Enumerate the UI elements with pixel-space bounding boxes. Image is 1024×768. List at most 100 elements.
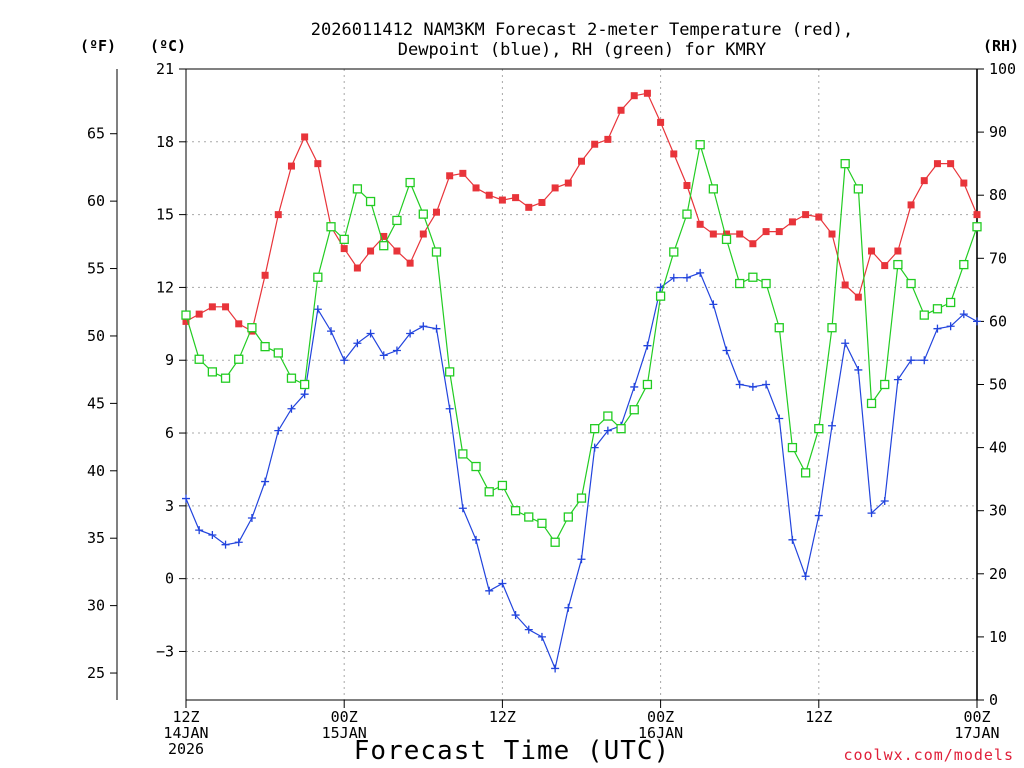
rh-point (537, 518, 547, 528)
temperature-point (617, 106, 625, 114)
rh-tick-label: 30 (989, 502, 1007, 520)
temperature-point (578, 157, 585, 165)
rh-point (220, 373, 231, 383)
temperature-point (472, 184, 480, 192)
rh-point (550, 537, 560, 547)
temperature-point (973, 211, 981, 219)
dewpoint-point (537, 632, 546, 641)
dewpoint-point (973, 317, 981, 326)
rh-tick-label: 80 (989, 186, 1007, 204)
time-tick-label: 12Z (172, 708, 199, 726)
rh-tick-label: 100 (989, 60, 1016, 78)
dewpoint-point (630, 382, 639, 391)
dewpoint-point (366, 329, 375, 338)
fahrenheit-tick-label: 25 (87, 664, 105, 682)
chart-title-line2: Dewpoint (blue), RH (green) for KMRY (398, 40, 766, 60)
series-layer (181, 89, 982, 673)
celsius-tick-label: 0 (165, 570, 174, 588)
temperature-point (670, 150, 678, 158)
rh-point (774, 323, 784, 333)
dewpoint-point (603, 426, 612, 435)
rh-point (576, 493, 587, 503)
dewpoint-point (406, 329, 415, 338)
dewpoint-point (854, 365, 863, 374)
fahrenheit-tick-label: 40 (87, 462, 105, 480)
temperature-point (498, 196, 506, 204)
rh-point (405, 177, 415, 188)
rh-tick-label: 60 (989, 312, 1007, 330)
fahrenheit-tick-label: 60 (87, 192, 105, 210)
rh-point (484, 487, 494, 497)
rh-point (510, 506, 521, 516)
dewpoint-point (946, 322, 955, 331)
celsius-tick-label: 9 (165, 351, 174, 369)
dewpoint-point (247, 513, 256, 522)
rh-point (721, 234, 732, 245)
dewpoint-point (709, 300, 718, 309)
temperature-point (446, 172, 454, 180)
rh-point (853, 184, 863, 194)
dewpoint-point (827, 421, 836, 430)
temperature-point (432, 208, 440, 216)
dewpoint-point (182, 494, 190, 503)
temperature-point (881, 262, 889, 270)
celsius-tick-label: 21 (156, 60, 174, 78)
rh-point (326, 222, 336, 232)
dewpoint-point (959, 310, 968, 319)
dewpoint-point (234, 538, 243, 547)
rh-point (339, 234, 349, 245)
dewpoint-point (432, 324, 441, 333)
celsius-tick-label: 3 (165, 497, 174, 515)
temperature-point (696, 220, 704, 228)
celsius-unit-label: (ºC) (150, 37, 186, 55)
rh-tick-label: 20 (989, 565, 1007, 583)
rh-point (959, 259, 969, 270)
rh-point (708, 184, 718, 194)
rh-point (365, 196, 376, 207)
rh-point (945, 297, 956, 308)
dewpoint-point (907, 356, 916, 365)
temperature-point (182, 317, 190, 325)
dewpoint-point (748, 382, 757, 391)
dewpoint-point (419, 322, 428, 331)
dewpoint-point (458, 504, 467, 513)
time-tick-label: 2026 (168, 740, 204, 758)
temperature-point (775, 228, 783, 236)
temperature-point (947, 160, 955, 168)
dewpoint-point (195, 526, 204, 535)
temperature-point (564, 179, 572, 187)
rh-point (207, 367, 218, 377)
dewpoint-point (353, 339, 362, 348)
rh-point (497, 480, 508, 491)
temperature-point (960, 179, 968, 187)
celsius-tick-label: 15 (156, 206, 174, 224)
temperature-point (419, 230, 427, 238)
dewpoint-point (564, 603, 573, 612)
rh-point (695, 140, 705, 150)
temperature-point (643, 89, 651, 97)
rh-point (247, 323, 257, 333)
axes: 656055504540353025211815129630−310090807… (87, 60, 1016, 758)
time-tick-label: 12Z (805, 708, 832, 726)
rh-point (787, 442, 798, 453)
dewpoint-point (841, 339, 850, 348)
x-axis-label: Forecast Time (UTC) (354, 736, 670, 766)
rh-point (972, 222, 982, 232)
temperature-point (261, 271, 269, 279)
temperature-point (406, 259, 414, 267)
dewpoint-point (327, 327, 336, 336)
temperature-point (920, 177, 928, 185)
fahrenheit-tick-label: 45 (87, 394, 105, 412)
temperature-point (749, 240, 757, 248)
temperature-point (314, 160, 322, 168)
temperature-point (723, 230, 731, 238)
temperature-point (512, 194, 520, 202)
rh-point (524, 512, 534, 522)
dewpoint-point (577, 555, 586, 564)
rh-point (906, 278, 916, 289)
temperature-point (815, 213, 823, 221)
rh-point (827, 323, 837, 333)
dewpoint-point (524, 625, 533, 634)
fahrenheit-tick-label: 65 (87, 125, 105, 143)
dewpoint-point (893, 375, 902, 384)
